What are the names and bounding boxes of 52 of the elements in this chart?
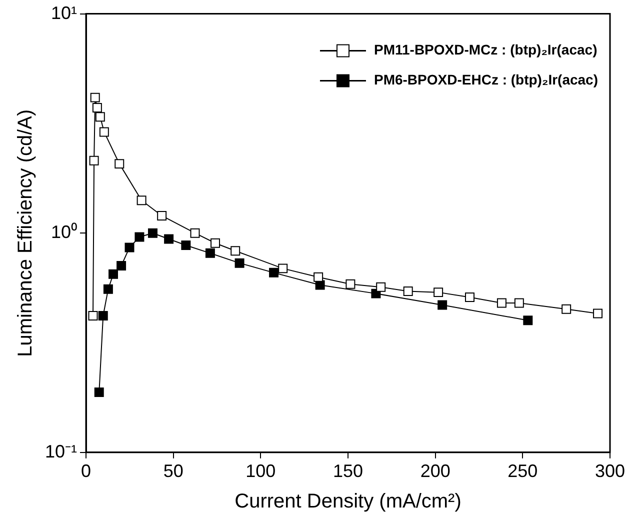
point — [403, 286, 413, 296]
x-tick-label: 300 — [594, 461, 626, 482]
y-tick-label: 10⁰ — [50, 222, 78, 242]
point — [116, 260, 126, 270]
x-tick-label: 50 — [163, 461, 184, 482]
point — [136, 196, 146, 206]
point — [496, 298, 506, 308]
point — [376, 282, 386, 292]
point — [103, 284, 113, 294]
point — [134, 232, 144, 242]
point — [278, 264, 288, 274]
point — [99, 127, 109, 137]
point — [89, 156, 99, 166]
point — [114, 159, 124, 169]
point — [124, 242, 134, 252]
point — [346, 279, 356, 289]
point — [438, 300, 448, 310]
legend-label: PM6-BPOXD-EHCz : (btp)₂Ir(acac) — [374, 72, 598, 88]
point — [164, 234, 174, 244]
point — [88, 310, 98, 320]
point — [157, 210, 167, 220]
point — [190, 228, 200, 238]
point — [269, 268, 279, 278]
x-tick-label: 250 — [508, 461, 538, 482]
legend-label: PM11-BPOXD-MCz : (btp)₂Ir(acac) — [374, 42, 598, 58]
point — [205, 248, 215, 258]
point — [514, 298, 524, 308]
y-tick-label: 10¹ — [51, 2, 78, 23]
x-tick-label: 200 — [420, 461, 450, 482]
point — [90, 92, 100, 102]
point — [593, 308, 603, 318]
point — [465, 292, 474, 302]
x-tick-label: 150 — [332, 461, 364, 482]
y-axis-title: Luminance Efficiency (cd/A) — [14, 109, 37, 357]
point — [94, 388, 104, 398]
x-tick-label: 0 — [81, 461, 92, 482]
point — [98, 310, 108, 320]
point — [562, 304, 572, 314]
point — [230, 246, 240, 256]
point — [234, 258, 244, 268]
point — [108, 269, 118, 279]
x-axis-title: Current Density (mA/cm²) — [234, 490, 462, 513]
x-tick-label: 100 — [246, 461, 276, 482]
point — [181, 240, 191, 250]
point — [434, 288, 444, 298]
y-tick-label: 10⁻¹ — [45, 441, 78, 462]
point — [92, 102, 102, 112]
point — [148, 228, 158, 238]
point — [210, 238, 220, 248]
point — [314, 272, 324, 282]
point — [523, 316, 533, 326]
point — [95, 112, 105, 122]
